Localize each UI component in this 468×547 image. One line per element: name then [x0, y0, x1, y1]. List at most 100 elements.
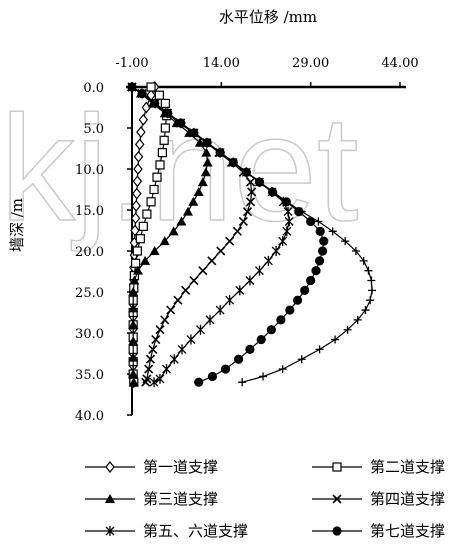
data-point: [132, 175, 143, 188]
data-point: [141, 377, 151, 387]
data-point: [292, 295, 303, 305]
data-point: [155, 373, 165, 384]
data-point: [160, 123, 170, 133]
data-point: [225, 295, 235, 306]
data-point: [319, 236, 329, 246]
legend-item: 第五、六道支撑: [85, 522, 248, 540]
data-point: [159, 236, 170, 246]
data-point: [135, 234, 145, 244]
data-point: [245, 177, 256, 187]
data-point: [229, 158, 238, 167]
x-axis-title: 水平位移 /mm: [219, 8, 317, 26]
data-point: [259, 372, 268, 381]
y-tick-label: 0.0: [83, 81, 104, 96]
data-point: [152, 172, 162, 182]
data-point: [173, 295, 183, 305]
data-point: [207, 256, 217, 266]
x-tick-label: 29.00: [292, 56, 329, 71]
data-point: [194, 377, 204, 387]
data-point: [297, 207, 306, 216]
data-point: [297, 355, 306, 364]
data-point: [311, 266, 321, 276]
data-point: [145, 354, 156, 364]
data-point: [140, 255, 151, 265]
data-point: [282, 197, 291, 206]
legend-item: 第四道支撑: [312, 490, 445, 508]
data-point: [317, 246, 328, 256]
legend-label: 第七道支撑: [370, 522, 445, 540]
legend-label: 第四道支撑: [370, 490, 445, 508]
data-point: [331, 335, 340, 344]
data-point: [159, 135, 169, 145]
data-point: [315, 345, 324, 354]
data-point: [285, 305, 295, 315]
data-point: [216, 246, 226, 256]
data-point: [160, 315, 170, 325]
data-point: [128, 369, 139, 378]
legend-label: 第一道支撑: [143, 458, 218, 476]
data-point: [176, 216, 187, 226]
data-point: [168, 226, 179, 236]
legend-item: 第三道支撑: [85, 490, 218, 508]
y-tick-label: 25.0: [75, 286, 104, 301]
data-point: [166, 305, 176, 315]
data-point: [181, 285, 191, 295]
data-point: [225, 236, 235, 246]
data-point: [134, 138, 145, 151]
data-point: [220, 364, 231, 374]
data-point: [284, 216, 294, 227]
data-point: [132, 246, 142, 256]
y-axis-title: 墙深 /m: [8, 198, 26, 252]
data-point: [353, 315, 362, 324]
x-tick-label: 44.00: [381, 56, 418, 71]
data-point: [188, 196, 199, 206]
data-point: [232, 226, 242, 236]
y-tick-label: 30.0: [75, 327, 104, 342]
data-point: [142, 209, 152, 219]
data-point: [238, 216, 248, 227]
y-tick-label: 10.0: [75, 163, 104, 178]
data-point: [164, 109, 173, 118]
data-point: [315, 256, 325, 266]
data-point: [245, 344, 255, 354]
watermark: kj.net: [0, 84, 359, 252]
y-tick-label: 35.0: [75, 368, 104, 383]
data-point: [235, 285, 245, 296]
y-tick-label: 40.0: [75, 409, 104, 424]
legend-item: 第七道支撑: [312, 522, 445, 540]
data-point: [216, 148, 225, 157]
y-tick-label: 20.0: [75, 245, 104, 260]
data-point: [138, 113, 149, 126]
data-point: [245, 197, 256, 207]
data-point: [207, 371, 217, 382]
data-point: [245, 275, 255, 286]
data-point: [128, 319, 139, 329]
data-point: [271, 246, 281, 256]
legend-label: 第三道支撑: [143, 490, 218, 508]
data-point: [128, 83, 136, 91]
data-point: [169, 354, 179, 365]
data-point: [242, 207, 253, 217]
legend-item: 第一道支撑: [85, 458, 218, 476]
data-point: [263, 255, 273, 266]
data-point: [138, 89, 147, 98]
series-line: [131, 86, 373, 383]
data-point: [328, 227, 337, 236]
data-point: [149, 246, 160, 255]
data-point: [177, 119, 186, 128]
data-point: [367, 276, 376, 285]
data-point: [138, 221, 148, 231]
data-point: [368, 286, 377, 295]
data-point: [194, 137, 205, 147]
data-point: [132, 265, 143, 275]
data-point: [162, 364, 172, 375]
data-point: [300, 285, 310, 295]
data-point: [276, 315, 286, 325]
data-point: [269, 187, 278, 196]
series-line: [131, 86, 209, 383]
data-point: [315, 226, 325, 236]
data-point: [128, 377, 139, 387]
data-point: [366, 296, 375, 305]
legend-marker: [105, 494, 115, 503]
